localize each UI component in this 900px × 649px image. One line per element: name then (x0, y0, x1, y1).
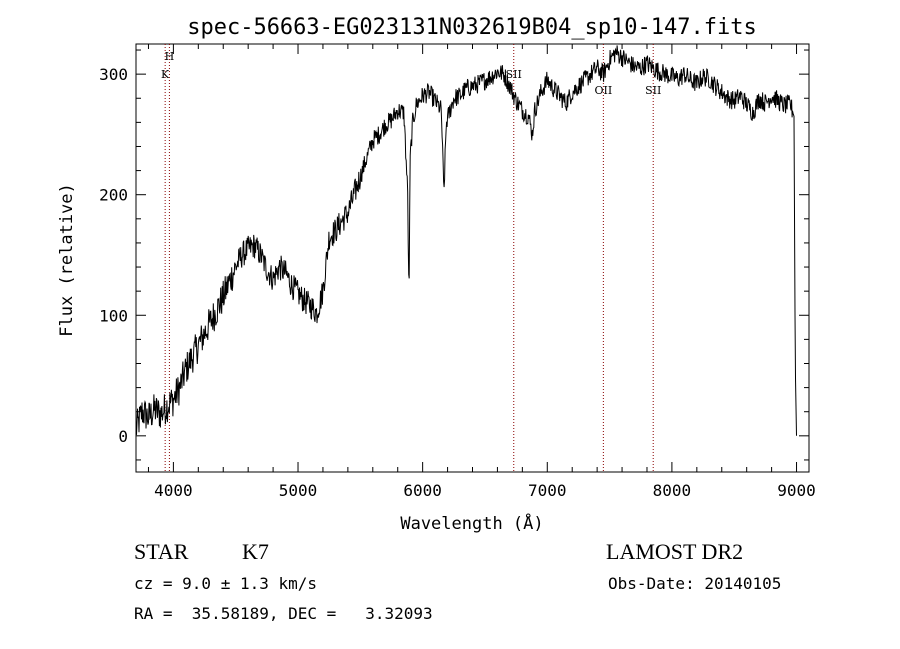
x-tick-label: 8000 (653, 481, 692, 500)
x-tick-label: 9000 (777, 481, 816, 500)
line-marker-label: SII (645, 84, 661, 97)
y-tick-label: 0 (118, 427, 128, 446)
axis-ticks: 4000 5000 6000 7000 8000 9000 0 100 200 300 (99, 44, 816, 500)
object-class: STAR (134, 539, 189, 564)
object-subclass: K7 (242, 539, 269, 564)
y-axis-label: Flux (relative) (57, 183, 77, 337)
spectrum-line (135, 45, 797, 436)
y-tick-label: 100 (99, 306, 128, 325)
survey-name: LAMOST DR2 (606, 539, 744, 564)
plot-frame (135, 43, 810, 473)
x-tick-label: 4000 (154, 481, 193, 500)
line-marker-label: SII (506, 68, 522, 81)
x-axis-label: Wavelength (Å) (400, 512, 543, 534)
line-markers: KH SII OII SII (161, 44, 661, 472)
obs-date: Obs-Date: 20140105 (608, 574, 782, 593)
line-marker-label: H (165, 50, 175, 63)
chart-title: spec-56663-EG023131N032619B04_sp10-147.f… (187, 15, 757, 40)
y-tick-label: 300 (99, 65, 128, 84)
line-marker-label: OII (595, 84, 613, 97)
redshift-cz: cz = 9.0 ± 1.3 km/s (134, 574, 318, 593)
line-marker-label: K (161, 68, 170, 81)
y-tick-label: 200 (99, 186, 128, 205)
ra-dec: RA = 35.58189, DEC = 3.32093 (134, 604, 433, 623)
x-tick-label: 5000 (279, 481, 318, 500)
x-tick-label: 7000 (528, 481, 567, 500)
x-tick-label: 6000 (403, 481, 442, 500)
